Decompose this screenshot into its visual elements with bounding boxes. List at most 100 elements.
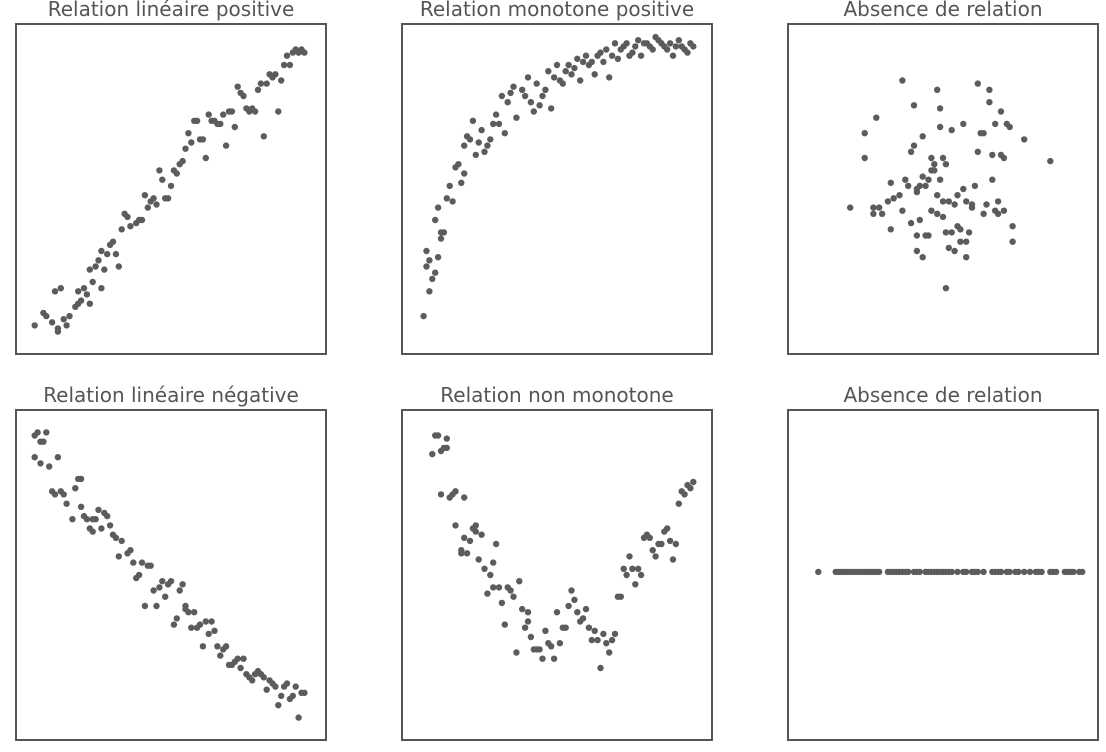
data-point [46, 463, 53, 470]
data-point [481, 148, 488, 155]
data-point [98, 285, 105, 292]
data-point [945, 244, 952, 252]
data-point [179, 581, 186, 588]
data-point [876, 204, 883, 211]
data-point [951, 201, 958, 208]
data-point [878, 210, 886, 217]
data-point [664, 525, 671, 532]
data-point [98, 525, 105, 532]
data-point [963, 254, 970, 261]
data-point [637, 571, 645, 579]
data-point [432, 269, 439, 276]
data-point [623, 571, 630, 579]
data-point [870, 210, 877, 217]
data-point [603, 46, 610, 53]
data-point [263, 686, 270, 693]
data-point [690, 478, 697, 486]
data-point [597, 664, 604, 672]
data-point [524, 618, 532, 625]
data-point [568, 71, 575, 78]
data-point [574, 55, 581, 62]
data-point [611, 40, 619, 47]
data-point [54, 454, 62, 461]
scatter-plot-negative-linear [15, 409, 327, 741]
data-point [690, 43, 697, 50]
data-point [54, 328, 62, 335]
data-point [954, 192, 961, 199]
data-point [635, 37, 642, 44]
data-point [77, 297, 85, 304]
data-point [887, 226, 894, 233]
data-point [994, 210, 1002, 217]
data-point [463, 550, 471, 557]
data-point [965, 229, 973, 236]
data-point [188, 139, 195, 146]
data-point [423, 247, 430, 255]
data-point [588, 58, 595, 66]
data-point [170, 621, 178, 628]
data-point [1000, 207, 1008, 214]
data-point [986, 99, 993, 106]
data-point [199, 136, 207, 143]
data-point [945, 198, 952, 205]
data-point [104, 250, 111, 258]
data-point [527, 633, 535, 641]
data-point [77, 503, 85, 510]
data-point [513, 114, 520, 121]
data-point [173, 170, 180, 177]
data-point [159, 176, 166, 183]
data-point [939, 213, 947, 221]
data-point [301, 49, 308, 56]
data-point [942, 229, 950, 236]
data-point [1052, 568, 1060, 576]
data-point [539, 655, 546, 662]
data-point [498, 599, 506, 607]
data-point [498, 92, 506, 100]
data-point [884, 198, 892, 205]
data-point [992, 120, 999, 128]
data-point [934, 210, 941, 217]
data-point [237, 664, 244, 672]
data-point [286, 61, 294, 69]
data-point [623, 40, 630, 47]
data-point [43, 312, 50, 320]
data-point [173, 615, 180, 622]
data-point [150, 195, 157, 202]
data-point [280, 61, 288, 69]
data-point [475, 139, 482, 146]
data-point [95, 506, 102, 514]
data-point [591, 71, 598, 78]
data-point [533, 80, 540, 87]
data-point [951, 247, 958, 255]
data-point [948, 229, 955, 236]
data-point [980, 130, 987, 137]
data-point [443, 444, 450, 452]
data-point [980, 568, 987, 576]
data-point [196, 621, 204, 628]
data-point [481, 565, 488, 572]
data-point [83, 516, 91, 523]
data-point [936, 123, 944, 131]
data-point [461, 494, 468, 501]
data-point [127, 223, 134, 230]
data-point [57, 285, 64, 292]
data-point [487, 571, 494, 579]
data-point [579, 615, 587, 622]
data-point [1000, 154, 1008, 162]
data-point [919, 173, 926, 180]
data-point [565, 61, 572, 69]
data-point [922, 182, 929, 190]
data-point [159, 578, 166, 585]
data-point [550, 74, 558, 81]
data-point [916, 216, 923, 224]
data-point [603, 640, 610, 647]
data-point [876, 568, 883, 576]
data-point [234, 655, 241, 662]
data-point [847, 204, 854, 211]
data-point [582, 52, 590, 59]
data-point [559, 80, 566, 87]
data-point [437, 235, 445, 242]
data-point [675, 37, 682, 44]
data-point [278, 77, 285, 84]
data-point [112, 534, 120, 541]
